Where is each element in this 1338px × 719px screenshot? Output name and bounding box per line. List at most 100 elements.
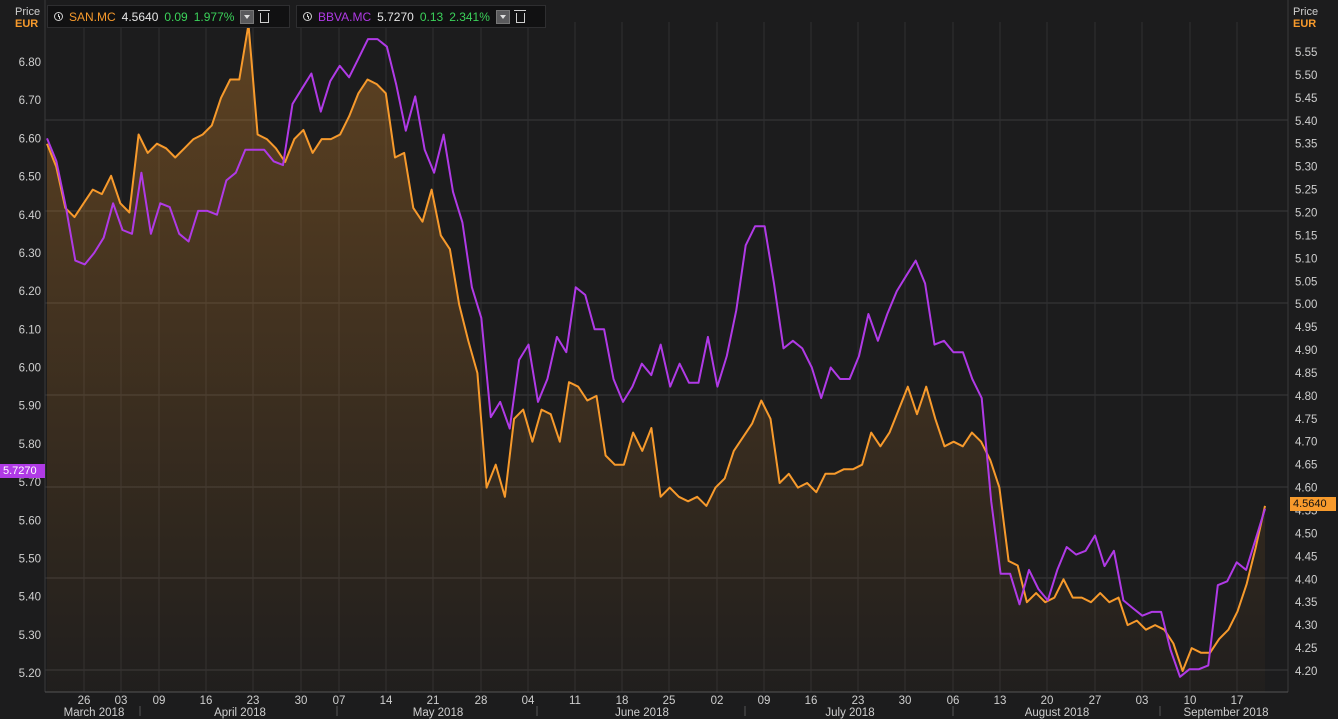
right-tick-label: 5.45 [1295, 93, 1317, 105]
right-tick-label: 4.85 [1295, 368, 1317, 380]
right-tick-label: 4.50 [1295, 528, 1317, 540]
x-day-label: 18 [616, 695, 629, 707]
right-tick-label: 5.10 [1295, 253, 1317, 265]
x-day-label: 14 [380, 695, 393, 707]
san-mc-line [46, 23, 1266, 672]
right-tick-label: 4.45 [1295, 551, 1317, 563]
legend-price: 5.7270 [377, 9, 414, 24]
right-tick-label: 4.90 [1295, 345, 1317, 357]
x-day-label: 10 [1184, 695, 1197, 707]
left-tick-label: 5.90 [19, 401, 41, 413]
right-tick-label: 4.25 [1295, 643, 1317, 655]
right-tick-label: 4.35 [1295, 597, 1317, 609]
legend-symbol: BBVA.MC [318, 9, 372, 24]
right-tick-label: 5.25 [1295, 185, 1317, 197]
right-tick-label: 5.40 [1295, 116, 1317, 128]
legend-dropdown-button[interactable] [240, 9, 255, 24]
x-month-label: September 2018 [1183, 707, 1268, 719]
left-tick-label: 6.20 [19, 286, 41, 298]
x-day-label: 11 [569, 695, 581, 707]
clock-icon [303, 12, 312, 21]
left-axis-currency: EUR [15, 18, 39, 30]
x-day-label: 03 [1136, 695, 1149, 707]
x-day-label: 20 [1041, 695, 1054, 707]
left-tick-label: 6.40 [19, 210, 41, 222]
x-day-label: 26 [78, 695, 91, 707]
left-tick-label: 5.80 [19, 439, 41, 451]
x-month-label: April 2018 [214, 707, 266, 719]
left-tick-label: 6.10 [19, 324, 41, 336]
right-tick-label: 4.30 [1295, 620, 1317, 632]
san-last-price-tag: 4.5640 [1290, 497, 1336, 511]
right-tick-label: 4.95 [1295, 322, 1317, 334]
left-tick-label: 5.40 [19, 592, 41, 604]
bbva-last-price-tag: 5.7270 [0, 464, 45, 478]
x-day-label: 03 [115, 695, 128, 707]
right-tick-label: 4.20 [1295, 666, 1317, 678]
left-tick-label: 6.00 [19, 363, 41, 375]
right-axis-title: Price EUR [1293, 6, 1318, 30]
right-tick-label: 5.30 [1295, 162, 1317, 174]
right-axis: 5.55 5.50 5.45 5.40 5.35 5.30 5.25 5.20 5.15 5.10… [1287, 0, 1317, 692]
clock-icon [54, 12, 63, 21]
right-tick-label: 4.60 [1295, 483, 1317, 495]
left-tick-label: 5.20 [19, 668, 41, 680]
legend-san[interactable]: SAN.MC 4.5640 0.09 1.977% [47, 5, 290, 28]
legend-change-pct: 1.977% [193, 9, 235, 24]
x-month-label: March 2018 [64, 707, 125, 719]
left-tick-label: 6.50 [19, 172, 41, 184]
x-day-label: 21 [427, 695, 440, 707]
trash-icon[interactable] [258, 9, 271, 23]
left-tick-label: 6.80 [19, 57, 41, 69]
x-day-label: 27 [1089, 695, 1102, 707]
left-tick-label: 6.30 [19, 248, 41, 260]
left-tick-label: 6.70 [19, 95, 41, 107]
legend-price: 4.5640 [121, 9, 159, 24]
x-axis: 26 03 09 16 23 30 07 14 21 28 04 11 18 25 02 09 16 23 30 06… [45, 691, 1288, 719]
x-day-label: 04 [522, 695, 535, 707]
left-axis-label: Price [15, 6, 41, 18]
right-tick-label: 5.35 [1295, 139, 1317, 151]
left-tick-label: 5.50 [19, 553, 41, 565]
left-axis: 6.80 6.70 6.60 6.50 6.40 6.30 6.20 6.10 6.00 5.90… [19, 0, 46, 692]
san-mc-area [47, 24, 1265, 692]
legend-dropdown-button[interactable] [495, 9, 510, 24]
x-day-label: 06 [947, 695, 960, 707]
left-tick-label: 5.70 [19, 477, 41, 489]
x-day-label: 02 [711, 695, 724, 707]
x-month-label: June 2018 [615, 707, 669, 719]
legend-change: 0.09 [164, 9, 188, 24]
left-axis-title: Price EUR [15, 6, 40, 30]
right-axis-label: Price [1293, 6, 1319, 18]
legend-bbva[interactable]: BBVA.MC 5.7270 0.13 2.341% [296, 5, 546, 28]
x-day-label: 30 [295, 695, 308, 707]
trash-icon[interactable] [513, 9, 526, 23]
right-axis-currency: EUR [1293, 18, 1317, 30]
x-day-label: 25 [663, 695, 676, 707]
x-month-label: July 2018 [825, 707, 874, 719]
x-day-label: 13 [994, 695, 1007, 707]
right-tick-label: 4.80 [1295, 391, 1317, 403]
right-tick-label: 5.55 [1295, 47, 1317, 59]
left-tick-label: 5.30 [19, 630, 41, 642]
right-tick-label: 4.70 [1295, 437, 1317, 449]
right-tick-label: 5.20 [1295, 207, 1317, 219]
x-day-label: 23 [852, 695, 865, 707]
right-tick-label: 5.00 [1295, 299, 1317, 311]
right-tick-label: 4.65 [1295, 460, 1317, 472]
x-day-label: 16 [805, 695, 818, 707]
x-day-label: 23 [247, 695, 260, 707]
right-tick-label: 4.40 [1295, 574, 1317, 586]
left-tick-label: 5.60 [19, 515, 41, 527]
right-tick-label: 5.15 [1295, 230, 1317, 242]
x-day-label: 17 [1231, 695, 1244, 707]
legend-change-pct: 2.341% [449, 9, 490, 24]
x-month-label: August 2018 [1025, 707, 1090, 719]
bbva-mc-line [46, 38, 1266, 678]
x-day-label: 09 [758, 695, 771, 707]
x-day-label: 30 [899, 695, 912, 707]
x-day-label: 16 [200, 695, 213, 707]
right-tick-label: 5.50 [1295, 70, 1317, 82]
left-tick-label: 6.60 [19, 133, 41, 145]
